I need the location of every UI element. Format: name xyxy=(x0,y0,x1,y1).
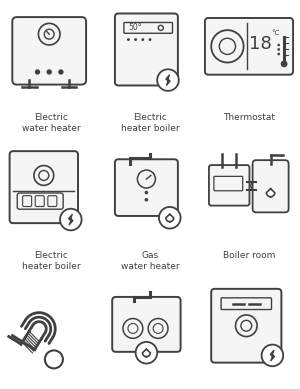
Text: 18: 18 xyxy=(249,35,272,53)
FancyBboxPatch shape xyxy=(221,298,272,310)
Circle shape xyxy=(134,38,137,41)
Circle shape xyxy=(211,30,244,63)
Polygon shape xyxy=(266,188,275,197)
Text: Boiler room: Boiler room xyxy=(223,251,275,260)
Circle shape xyxy=(60,209,82,230)
Circle shape xyxy=(281,60,287,67)
Circle shape xyxy=(35,70,40,74)
Text: Gas
water heater: Gas water heater xyxy=(121,251,179,271)
FancyBboxPatch shape xyxy=(209,165,250,206)
FancyBboxPatch shape xyxy=(12,17,86,84)
FancyBboxPatch shape xyxy=(115,14,178,86)
Circle shape xyxy=(148,38,152,41)
FancyBboxPatch shape xyxy=(124,23,172,33)
FancyBboxPatch shape xyxy=(10,151,78,223)
Text: Electric
heater boiler: Electric heater boiler xyxy=(22,251,80,271)
Circle shape xyxy=(277,53,280,55)
FancyBboxPatch shape xyxy=(253,160,289,212)
FancyBboxPatch shape xyxy=(112,297,181,352)
Circle shape xyxy=(38,23,60,45)
Text: Thermostat: Thermostat xyxy=(223,113,275,123)
FancyBboxPatch shape xyxy=(115,159,178,216)
Circle shape xyxy=(145,198,148,202)
Circle shape xyxy=(141,38,144,41)
Text: Electric
heater boiler: Electric heater boiler xyxy=(121,113,179,133)
Circle shape xyxy=(277,44,280,46)
Polygon shape xyxy=(142,349,150,357)
Circle shape xyxy=(277,48,280,51)
Text: Electric
water heater: Electric water heater xyxy=(22,113,80,133)
Polygon shape xyxy=(166,75,170,86)
Circle shape xyxy=(145,191,148,194)
Polygon shape xyxy=(68,214,73,225)
Circle shape xyxy=(136,342,157,364)
Circle shape xyxy=(45,350,63,368)
FancyBboxPatch shape xyxy=(205,18,293,75)
Circle shape xyxy=(127,38,130,41)
Circle shape xyxy=(251,182,258,189)
Polygon shape xyxy=(270,350,275,361)
Text: 50°: 50° xyxy=(129,23,142,32)
Circle shape xyxy=(262,345,283,366)
Circle shape xyxy=(59,70,63,74)
Circle shape xyxy=(157,69,179,91)
Circle shape xyxy=(47,70,51,74)
Polygon shape xyxy=(166,214,174,222)
Text: °C: °C xyxy=(271,30,279,36)
FancyBboxPatch shape xyxy=(211,289,281,363)
Circle shape xyxy=(159,207,181,229)
